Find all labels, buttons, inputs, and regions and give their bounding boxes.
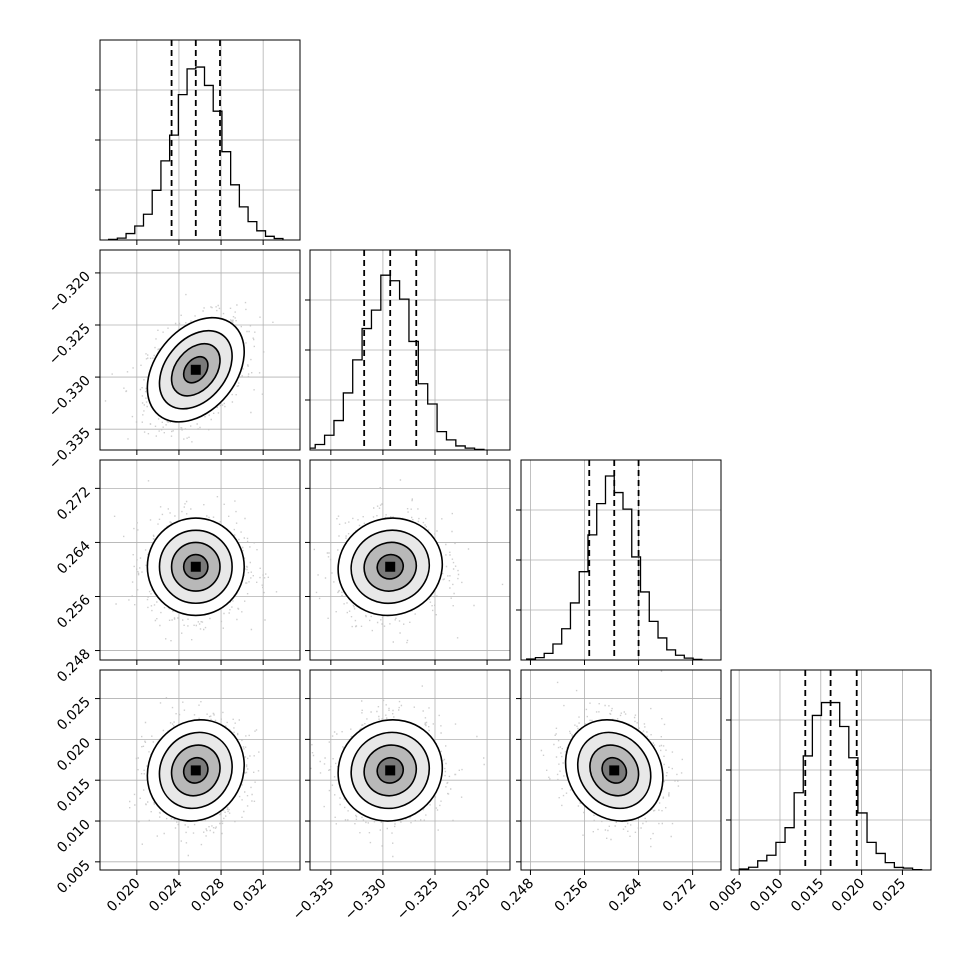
panel-frame	[309, 459, 511, 661]
panel-2-1	[305, 459, 511, 665]
x-tick-label: 0.005	[706, 876, 746, 916]
panel-3-2: 0.248 0.256 0.264 0.272	[498, 669, 722, 916]
y-tick-label: 0.256	[54, 592, 94, 632]
histogram-step	[310, 274, 485, 450]
y-tick-label: −0.335	[46, 425, 94, 473]
y-tick-label: 0.272	[54, 484, 94, 524]
panel-3-0: 0.020 0.024 0.028 0.0320.0050.0100.0150.020…	[54, 669, 301, 916]
panel-1-1	[305, 249, 511, 455]
x-tick-label: −0.325	[394, 876, 442, 924]
x-tick-label: 0.272	[660, 876, 700, 916]
panel-frame	[99, 669, 301, 871]
panel-3-1: −0.335 −0.330 −0.325 −0.320	[290, 669, 511, 924]
x-tick-label: 0.024	[146, 875, 186, 915]
x-tick-label: 0.020	[104, 876, 144, 916]
y-tick-label: 0.005	[54, 857, 94, 897]
x-tick-label: 0.264	[606, 875, 646, 915]
x-tick-label: −0.335	[290, 876, 338, 924]
x-tick-label: 0.020	[829, 876, 869, 916]
y-tick-label: −0.330	[46, 373, 94, 421]
x-tick-label: 0.032	[230, 876, 270, 916]
y-tick-label: 0.248	[54, 646, 94, 686]
panel-frame	[309, 669, 511, 871]
density-peak	[385, 561, 396, 572]
x-tick-label: −0.330	[342, 876, 390, 924]
density-peak	[190, 561, 201, 572]
panel-2-2	[516, 459, 722, 665]
x-tick-label: 0.028	[188, 876, 228, 916]
scatter-points	[129, 697, 260, 857]
y-tick-label: 0.264	[54, 538, 94, 578]
y-tick-label: −0.325	[46, 321, 94, 369]
x-tick-label: 0.248	[498, 876, 538, 916]
density-peak	[385, 765, 396, 776]
y-tick-label: −0.320	[46, 268, 94, 316]
panel-frame	[99, 459, 301, 661]
histogram-step	[107, 66, 284, 240]
x-tick-label: 0.010	[747, 876, 787, 916]
panel-2-0: 0.248 0.256 0.264 0.272	[54, 459, 301, 686]
x-tick-label: 0.256	[552, 875, 592, 915]
panel-0-0	[95, 39, 301, 245]
panel-frame	[99, 249, 301, 451]
density-peak	[190, 364, 201, 375]
panel-1-0: −0.335−0.330−0.325 −0.320	[46, 249, 301, 473]
scatter-points	[313, 479, 504, 644]
density-peak	[190, 765, 201, 776]
y-tick-label: 0.020	[54, 735, 94, 775]
density-peak	[609, 765, 620, 776]
panel-frame	[520, 669, 722, 871]
x-tick-label: 0.015	[788, 876, 828, 916]
x-tick-label: −0.320	[446, 876, 494, 924]
panel-3-3: 0.005 0.010 0.015 0.020 0.025	[706, 669, 932, 916]
y-tick-label: 0.015	[54, 776, 94, 816]
x-tick-label: 0.025	[870, 876, 910, 916]
y-tick-label: 0.010	[54, 817, 94, 857]
y-tick-label: 0.025	[54, 694, 94, 734]
